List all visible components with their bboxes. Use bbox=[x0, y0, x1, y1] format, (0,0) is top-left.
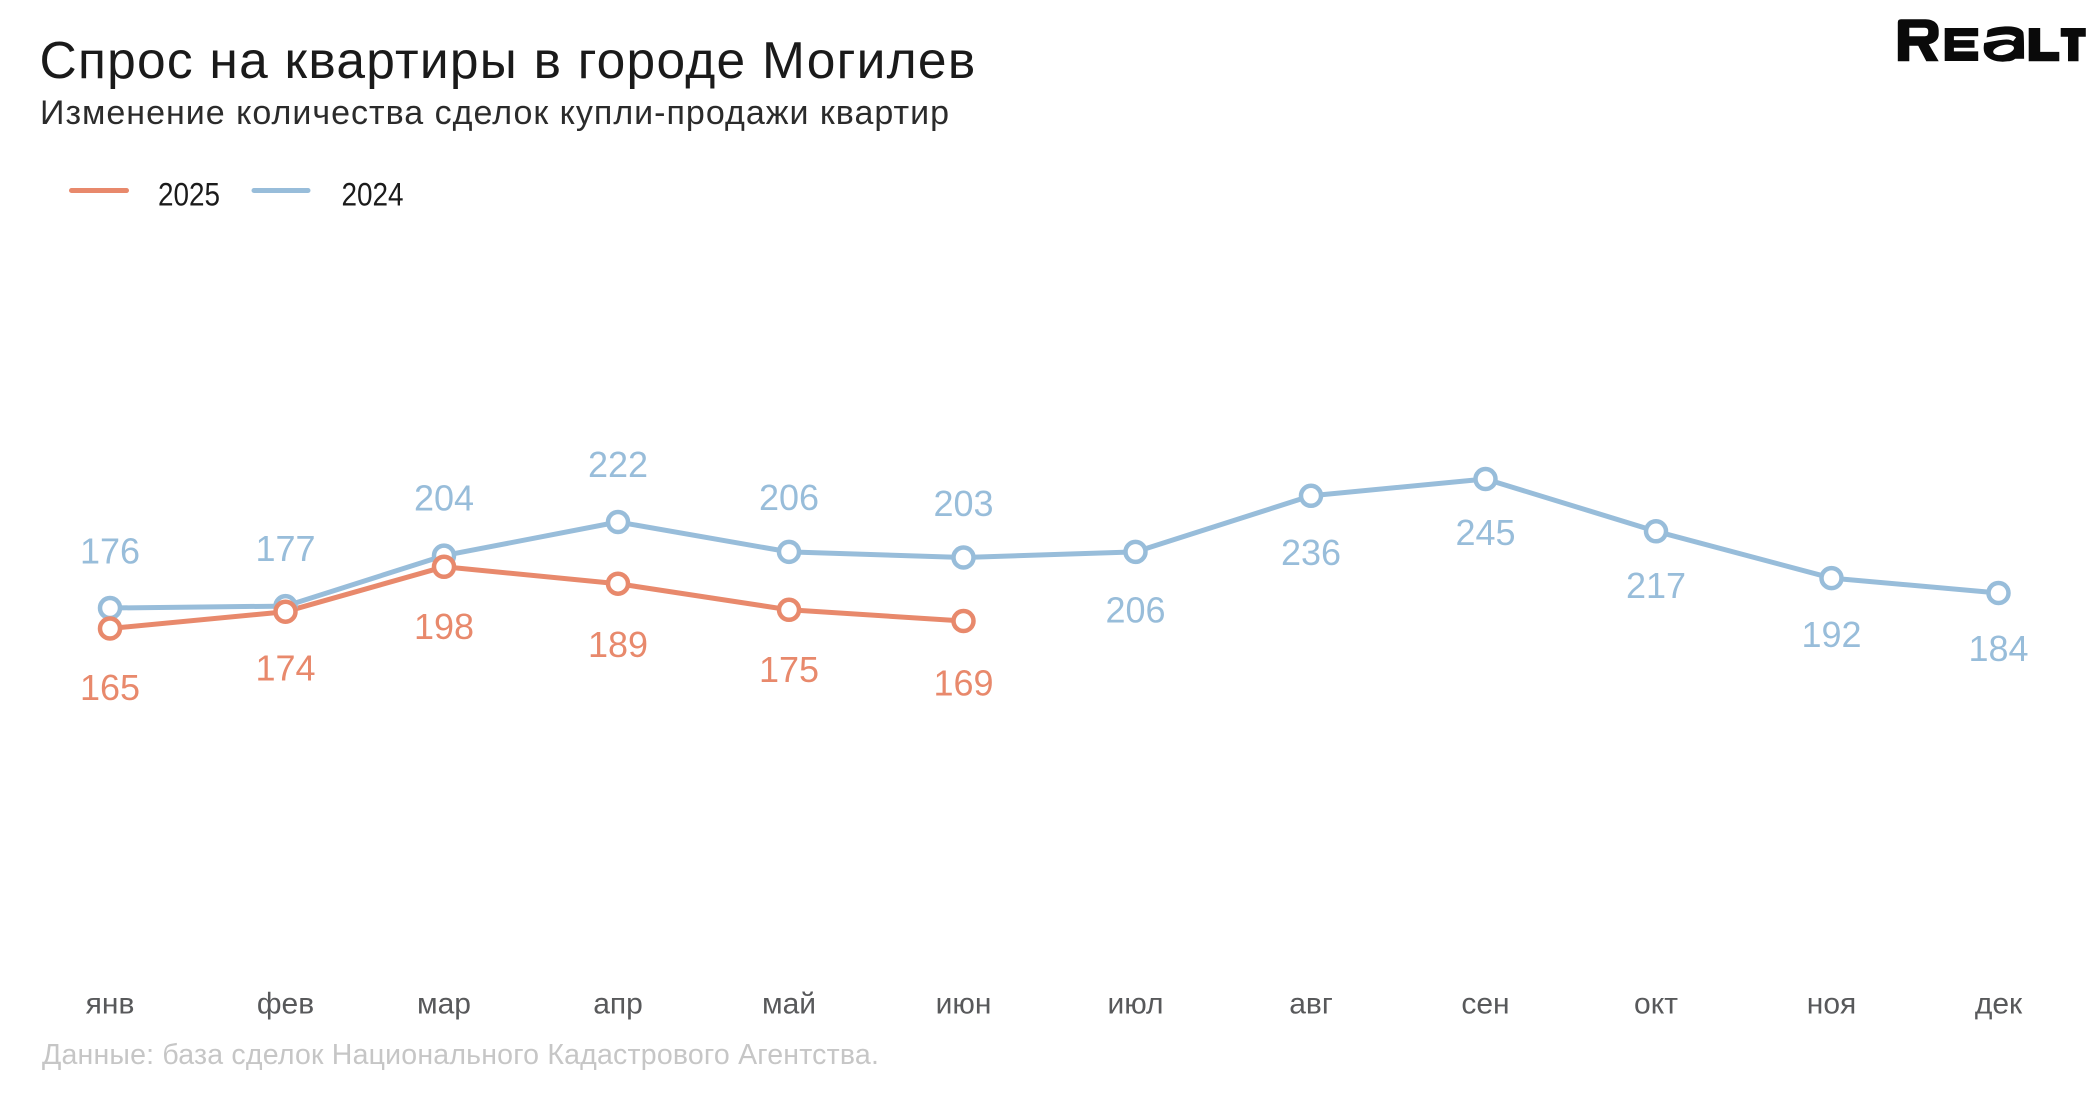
svg-text:фев: фев bbox=[257, 988, 314, 1021]
svg-text:мар: мар bbox=[417, 988, 471, 1021]
svg-text:174: 174 bbox=[255, 648, 315, 689]
svg-text:окт: окт bbox=[1634, 988, 1678, 1021]
svg-text:Спрос на квартиры в городе Мог: Спрос на квартиры в городе Могилев bbox=[40, 31, 977, 89]
svg-text:177: 177 bbox=[255, 528, 315, 569]
svg-text:сен: сен bbox=[1461, 988, 1509, 1021]
svg-text:203: 203 bbox=[933, 483, 993, 524]
svg-text:236: 236 bbox=[1281, 532, 1341, 573]
svg-text:175: 175 bbox=[759, 649, 819, 690]
svg-text:ноя: ноя bbox=[1807, 988, 1857, 1021]
svg-text:217: 217 bbox=[1626, 565, 1686, 606]
svg-text:192: 192 bbox=[1801, 614, 1861, 655]
svg-text:2025: 2025 bbox=[158, 177, 220, 213]
svg-text:176: 176 bbox=[80, 531, 140, 572]
svg-text:Данные: база сделок Национальн: Данные: база сделок Национального Кадаст… bbox=[42, 1039, 879, 1071]
svg-text:184: 184 bbox=[1968, 628, 2028, 669]
svg-text:206: 206 bbox=[759, 477, 819, 518]
svg-text:июл: июл bbox=[1107, 988, 1163, 1021]
svg-text:198: 198 bbox=[414, 606, 474, 647]
svg-text:189: 189 bbox=[588, 624, 648, 665]
svg-text:169: 169 bbox=[933, 662, 993, 703]
svg-text:янв: янв bbox=[86, 988, 135, 1021]
svg-text:222: 222 bbox=[588, 444, 648, 485]
svg-text:Изменение количества сделок ку: Изменение количества сделок купли-продаж… bbox=[40, 94, 950, 132]
svg-text:июн: июн bbox=[936, 988, 992, 1021]
svg-text:245: 245 bbox=[1455, 512, 1515, 553]
svg-text:май: май bbox=[762, 988, 816, 1021]
svg-text:2024: 2024 bbox=[342, 177, 404, 213]
svg-text:165: 165 bbox=[80, 667, 140, 708]
svg-text:авг: авг bbox=[1289, 988, 1333, 1021]
svg-text:206: 206 bbox=[1105, 590, 1165, 631]
svg-text:дек: дек bbox=[1975, 988, 2023, 1021]
svg-text:апр: апр bbox=[593, 988, 643, 1021]
svg-text:204: 204 bbox=[414, 478, 474, 519]
